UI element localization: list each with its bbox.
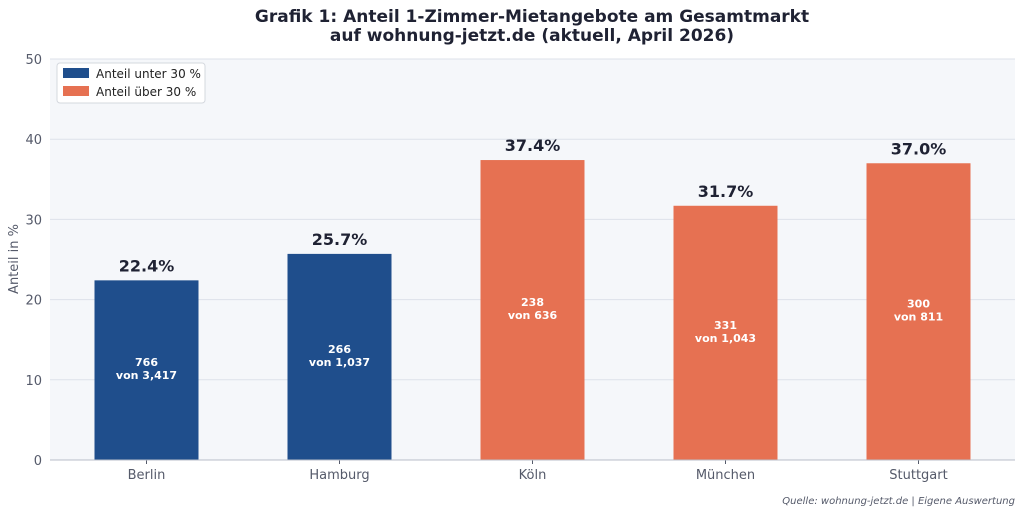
- bar-münchen: [673, 205, 778, 460]
- chart-title-line-1: Grafik 1: Anteil 1-Zimmer-Mietangebote a…: [255, 7, 809, 27]
- bar-value-label: 37.4%: [505, 136, 561, 155]
- bar-total-label: von 1,037: [309, 356, 370, 369]
- bar-value-label: 37.0%: [891, 139, 947, 158]
- bar-total-label: von 3,417: [116, 369, 177, 382]
- y-axis-label: Anteil in %: [7, 224, 22, 294]
- legend-swatch-over: [63, 86, 89, 96]
- bar-count-label: 300: [907, 298, 930, 311]
- bar-köln: [480, 160, 585, 460]
- bar-value-label: 31.7%: [698, 182, 754, 201]
- bar-berlin: [94, 280, 199, 460]
- y-tick-label: 20: [25, 294, 42, 309]
- bar-count-label: 238: [521, 296, 544, 309]
- bar-value-label: 22.4%: [119, 256, 175, 275]
- legend-swatch-under: [63, 68, 89, 78]
- y-tick-label: 50: [25, 53, 42, 68]
- bar-total-label: von 811: [894, 311, 943, 324]
- bar-count-label: 331: [714, 319, 737, 332]
- x-tick-label: München: [696, 468, 755, 483]
- legend: Anteil unter 30 % Anteil über 30 %: [56, 62, 206, 104]
- source-note: Quelle: wohnung-jetzt.de | Eigene Auswer…: [782, 496, 1015, 507]
- legend-label-over: Anteil über 30 %: [96, 85, 196, 99]
- x-tick-label: Köln: [519, 468, 547, 483]
- bar-total-label: von 636: [508, 309, 558, 322]
- bar-stuttgart: [866, 163, 971, 460]
- bar-hamburg: [287, 253, 392, 460]
- x-tick-label: Stuttgart: [889, 468, 947, 483]
- x-tick-label: Berlin: [128, 468, 166, 483]
- bar-total-label: von 1,043: [695, 332, 756, 345]
- y-tick-label: 30: [25, 213, 42, 228]
- y-tick-label: 40: [25, 133, 42, 148]
- chart-title-line-2: auf wohnung-jetzt.de (aktuell, April 202…: [330, 26, 734, 46]
- legend-label-under: Anteil unter 30 %: [96, 67, 201, 81]
- y-tick-label: 0: [34, 454, 42, 469]
- bar-count-label: 266: [328, 343, 351, 356]
- x-tick-label: Hamburg: [309, 468, 369, 483]
- bar-count-label: 766: [135, 356, 158, 369]
- bar-value-label: 25.7%: [312, 230, 368, 249]
- y-tick-label: 10: [25, 374, 42, 389]
